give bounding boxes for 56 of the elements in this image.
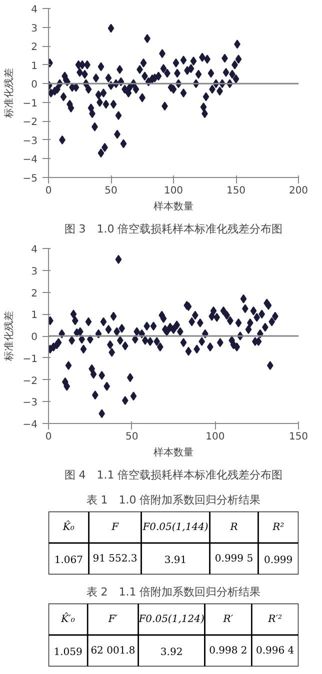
data-label: 1.067 (54, 554, 83, 566)
y-tick-label: −3 (22, 136, 38, 147)
x-tick-label: 100 (206, 432, 225, 442)
x-axis-title: 样本数量 (154, 446, 194, 458)
y-tick-label: 2 (31, 42, 38, 54)
category-label: R (229, 522, 238, 533)
y-tick-label: 2 (31, 288, 38, 300)
data-label: 1.059 (54, 646, 82, 658)
data-label: 62 001.8 (90, 645, 136, 656)
data-label: 3.92 (160, 646, 183, 658)
data-label: 91 552.3 (92, 553, 138, 564)
category-label: F0.05(1,144) (142, 522, 208, 533)
category-label: K̂′₀ (60, 612, 75, 625)
x-tick-label: 50 (104, 186, 118, 196)
data-label: 0.999 (264, 554, 293, 566)
category-label: F′ (107, 614, 118, 625)
y-tick-label: −2 (22, 376, 38, 387)
category-label: K̂₀ (62, 520, 74, 533)
x-tick-label: 0 (45, 432, 52, 442)
y-tick-label: −1 (22, 98, 38, 110)
data-label: 0.999 5 (214, 553, 254, 564)
y-tick-label: −2 (22, 117, 38, 128)
x-tick-label: 150 (288, 432, 308, 442)
y-tick-label: 1 (31, 310, 38, 322)
y-tick-label: −3 (22, 398, 38, 409)
text: 表 1 1.0 倍附加系数回归分析结果 (86, 494, 261, 506)
y-axis-title: 标准化残差 (2, 311, 15, 362)
y-tick-label: 4 (31, 244, 38, 256)
y-tick-label: −4 (22, 420, 38, 430)
y-axis-title: 标准化残差 (2, 68, 15, 119)
data-label: 3.91 (164, 554, 187, 566)
category-label: F (110, 522, 120, 533)
y-tick-label: 1 (31, 60, 38, 72)
x-tick-label: 100 (164, 186, 184, 196)
text: 图 4 1.1 倍空载损耗样本标准化残差分布图 (64, 468, 283, 482)
category-label: R′² (267, 614, 282, 625)
data-label: 0.998 2 (209, 645, 248, 656)
y-tick-label: −1 (22, 354, 38, 365)
x-tick-label: 0 (45, 186, 52, 196)
x-axis-title: 样本数量 (154, 200, 194, 212)
category-label: R′ (222, 614, 234, 625)
x-tick-label: 50 (125, 432, 138, 442)
text: 表 2 1.1 倍附加系数回归分析结果 (86, 586, 261, 598)
y-tick-label: −4 (22, 154, 38, 166)
y-tick-label: 3 (31, 23, 38, 34)
x-tick-label: 200 (288, 186, 308, 196)
y-tick-label: 3 (31, 266, 38, 278)
y-tick-label: 4 (31, 4, 38, 16)
y-tick-label: 0 (31, 332, 38, 343)
y-tick-label: 0 (31, 80, 38, 91)
y-tick-label: −5 (22, 174, 38, 184)
category-label: R² (272, 522, 284, 533)
category-label: F0.05(1,124) (138, 614, 204, 625)
text: 图 3 1.0 倍空载损耗样本标准化残差分布图 (64, 222, 283, 236)
data-label: 0.996 4 (256, 645, 294, 656)
x-tick-label: 150 (226, 186, 246, 196)
